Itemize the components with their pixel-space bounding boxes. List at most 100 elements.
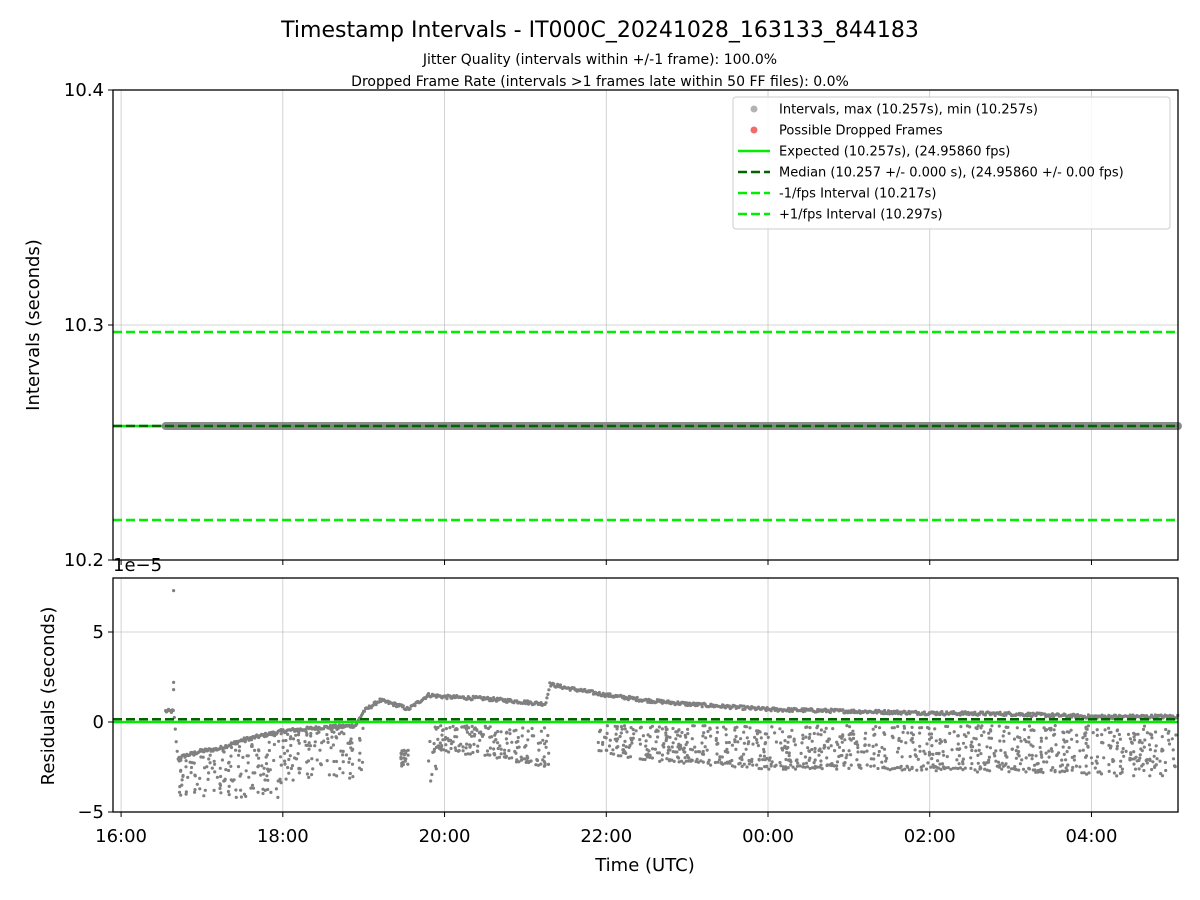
- residual-point: [1039, 736, 1043, 740]
- residual-point: [865, 749, 869, 753]
- residual-point: [247, 775, 251, 779]
- residual-point: [807, 749, 812, 754]
- residual-point: [611, 748, 615, 752]
- residual-point: [827, 737, 831, 741]
- legend-median-label: Median (10.257 +/- 0.000 s), (24.95860 +…: [779, 166, 1124, 181]
- residual-point: [542, 764, 547, 768]
- residual-point: [1084, 764, 1088, 768]
- residual-point: [1078, 765, 1082, 769]
- residual-point: [1081, 748, 1085, 752]
- residual-point: [457, 744, 461, 748]
- residual-point: [507, 749, 511, 753]
- residual-point: [499, 730, 503, 734]
- residual-point: [902, 724, 906, 728]
- residual-point: [1142, 745, 1146, 749]
- residual-point: [806, 746, 810, 750]
- residual-point: [530, 734, 534, 738]
- residual-point: [331, 743, 335, 747]
- residual-point: [816, 724, 820, 728]
- residual-point: [648, 753, 652, 757]
- residual-point: [943, 738, 947, 743]
- residual-point: [1144, 758, 1148, 763]
- residual-point: [922, 710, 927, 714]
- residual-point: [778, 761, 782, 765]
- residual-point: [733, 728, 737, 732]
- residual-point: [974, 749, 978, 753]
- residual-point: [172, 589, 176, 593]
- residual-point: [734, 747, 738, 752]
- residual-point: [677, 760, 681, 764]
- residual-point: [810, 766, 815, 770]
- residual-point: [1017, 750, 1021, 754]
- residual-point: [961, 741, 966, 745]
- residual-point: [1137, 740, 1141, 744]
- residual-point: [229, 778, 233, 782]
- residual-point: [346, 741, 350, 745]
- residual-point: [236, 765, 241, 769]
- residual-point: [1089, 756, 1093, 760]
- residual-point: [626, 755, 630, 760]
- residual-point: [863, 743, 867, 748]
- residual-point: [447, 750, 451, 754]
- top-y-tick-label: 10.3: [64, 315, 104, 336]
- residual-point: [1086, 724, 1090, 728]
- residual-point: [615, 746, 619, 750]
- residual-point: [184, 759, 188, 763]
- residual-point: [936, 759, 940, 763]
- residual-point: [1065, 739, 1069, 743]
- residual-point: [1016, 745, 1020, 749]
- residual-point: [970, 748, 974, 753]
- residual-point: [831, 727, 835, 731]
- residual-point: [897, 746, 901, 751]
- residual-point: [785, 750, 789, 755]
- residual-point: [1039, 753, 1043, 757]
- residual-point: [937, 751, 941, 756]
- residual-point: [305, 760, 309, 764]
- residual-point: [1017, 768, 1021, 772]
- residual-point: [957, 754, 962, 758]
- residual-point: [916, 757, 920, 762]
- residual-point: [406, 753, 410, 757]
- residual-point: [738, 761, 742, 765]
- bottom-y-tick-label: −5: [77, 802, 104, 823]
- residual-point: [436, 744, 441, 748]
- residual-point: [335, 774, 339, 778]
- residual-point: [266, 778, 270, 782]
- chart-subtitle-jitter: Jitter Quality (intervals within +/-1 fr…: [422, 52, 777, 68]
- residual-point: [1173, 765, 1177, 769]
- residual-point: [1075, 733, 1079, 737]
- residual-point: [664, 731, 668, 735]
- residual-point: [470, 697, 474, 702]
- residual-point: [1018, 736, 1022, 740]
- residual-point: [812, 761, 816, 765]
- residual-point: [956, 734, 960, 738]
- residual-point: [918, 726, 922, 730]
- residual-point: [334, 735, 338, 739]
- residual-point: [440, 744, 444, 748]
- residual-point: [249, 738, 254, 742]
- residual-point: [658, 759, 662, 764]
- residual-point: [1164, 768, 1168, 773]
- bottom-panel-frame: [112, 577, 1179, 813]
- residual-point: [483, 753, 487, 757]
- residual-point: [1140, 741, 1144, 745]
- residual-point: [920, 768, 924, 772]
- residual-point: [449, 742, 454, 746]
- residual-point: [441, 738, 445, 742]
- residual-point: [1039, 739, 1043, 743]
- residual-point: [755, 741, 759, 745]
- residual-point: [1095, 755, 1100, 759]
- residual-point: [656, 735, 660, 739]
- residual-point: [275, 732, 279, 736]
- residual-point: [1045, 760, 1049, 764]
- residual-point: [856, 743, 860, 747]
- residual-point: [319, 763, 323, 767]
- residual-point: [1047, 749, 1051, 753]
- residual-point: [305, 732, 309, 736]
- residual-point: [1071, 765, 1075, 770]
- residual-point: [746, 742, 750, 746]
- residual-point: [987, 755, 992, 759]
- residual-point: [1042, 760, 1046, 764]
- residual-point: [1111, 739, 1115, 743]
- residual-point: [664, 739, 668, 743]
